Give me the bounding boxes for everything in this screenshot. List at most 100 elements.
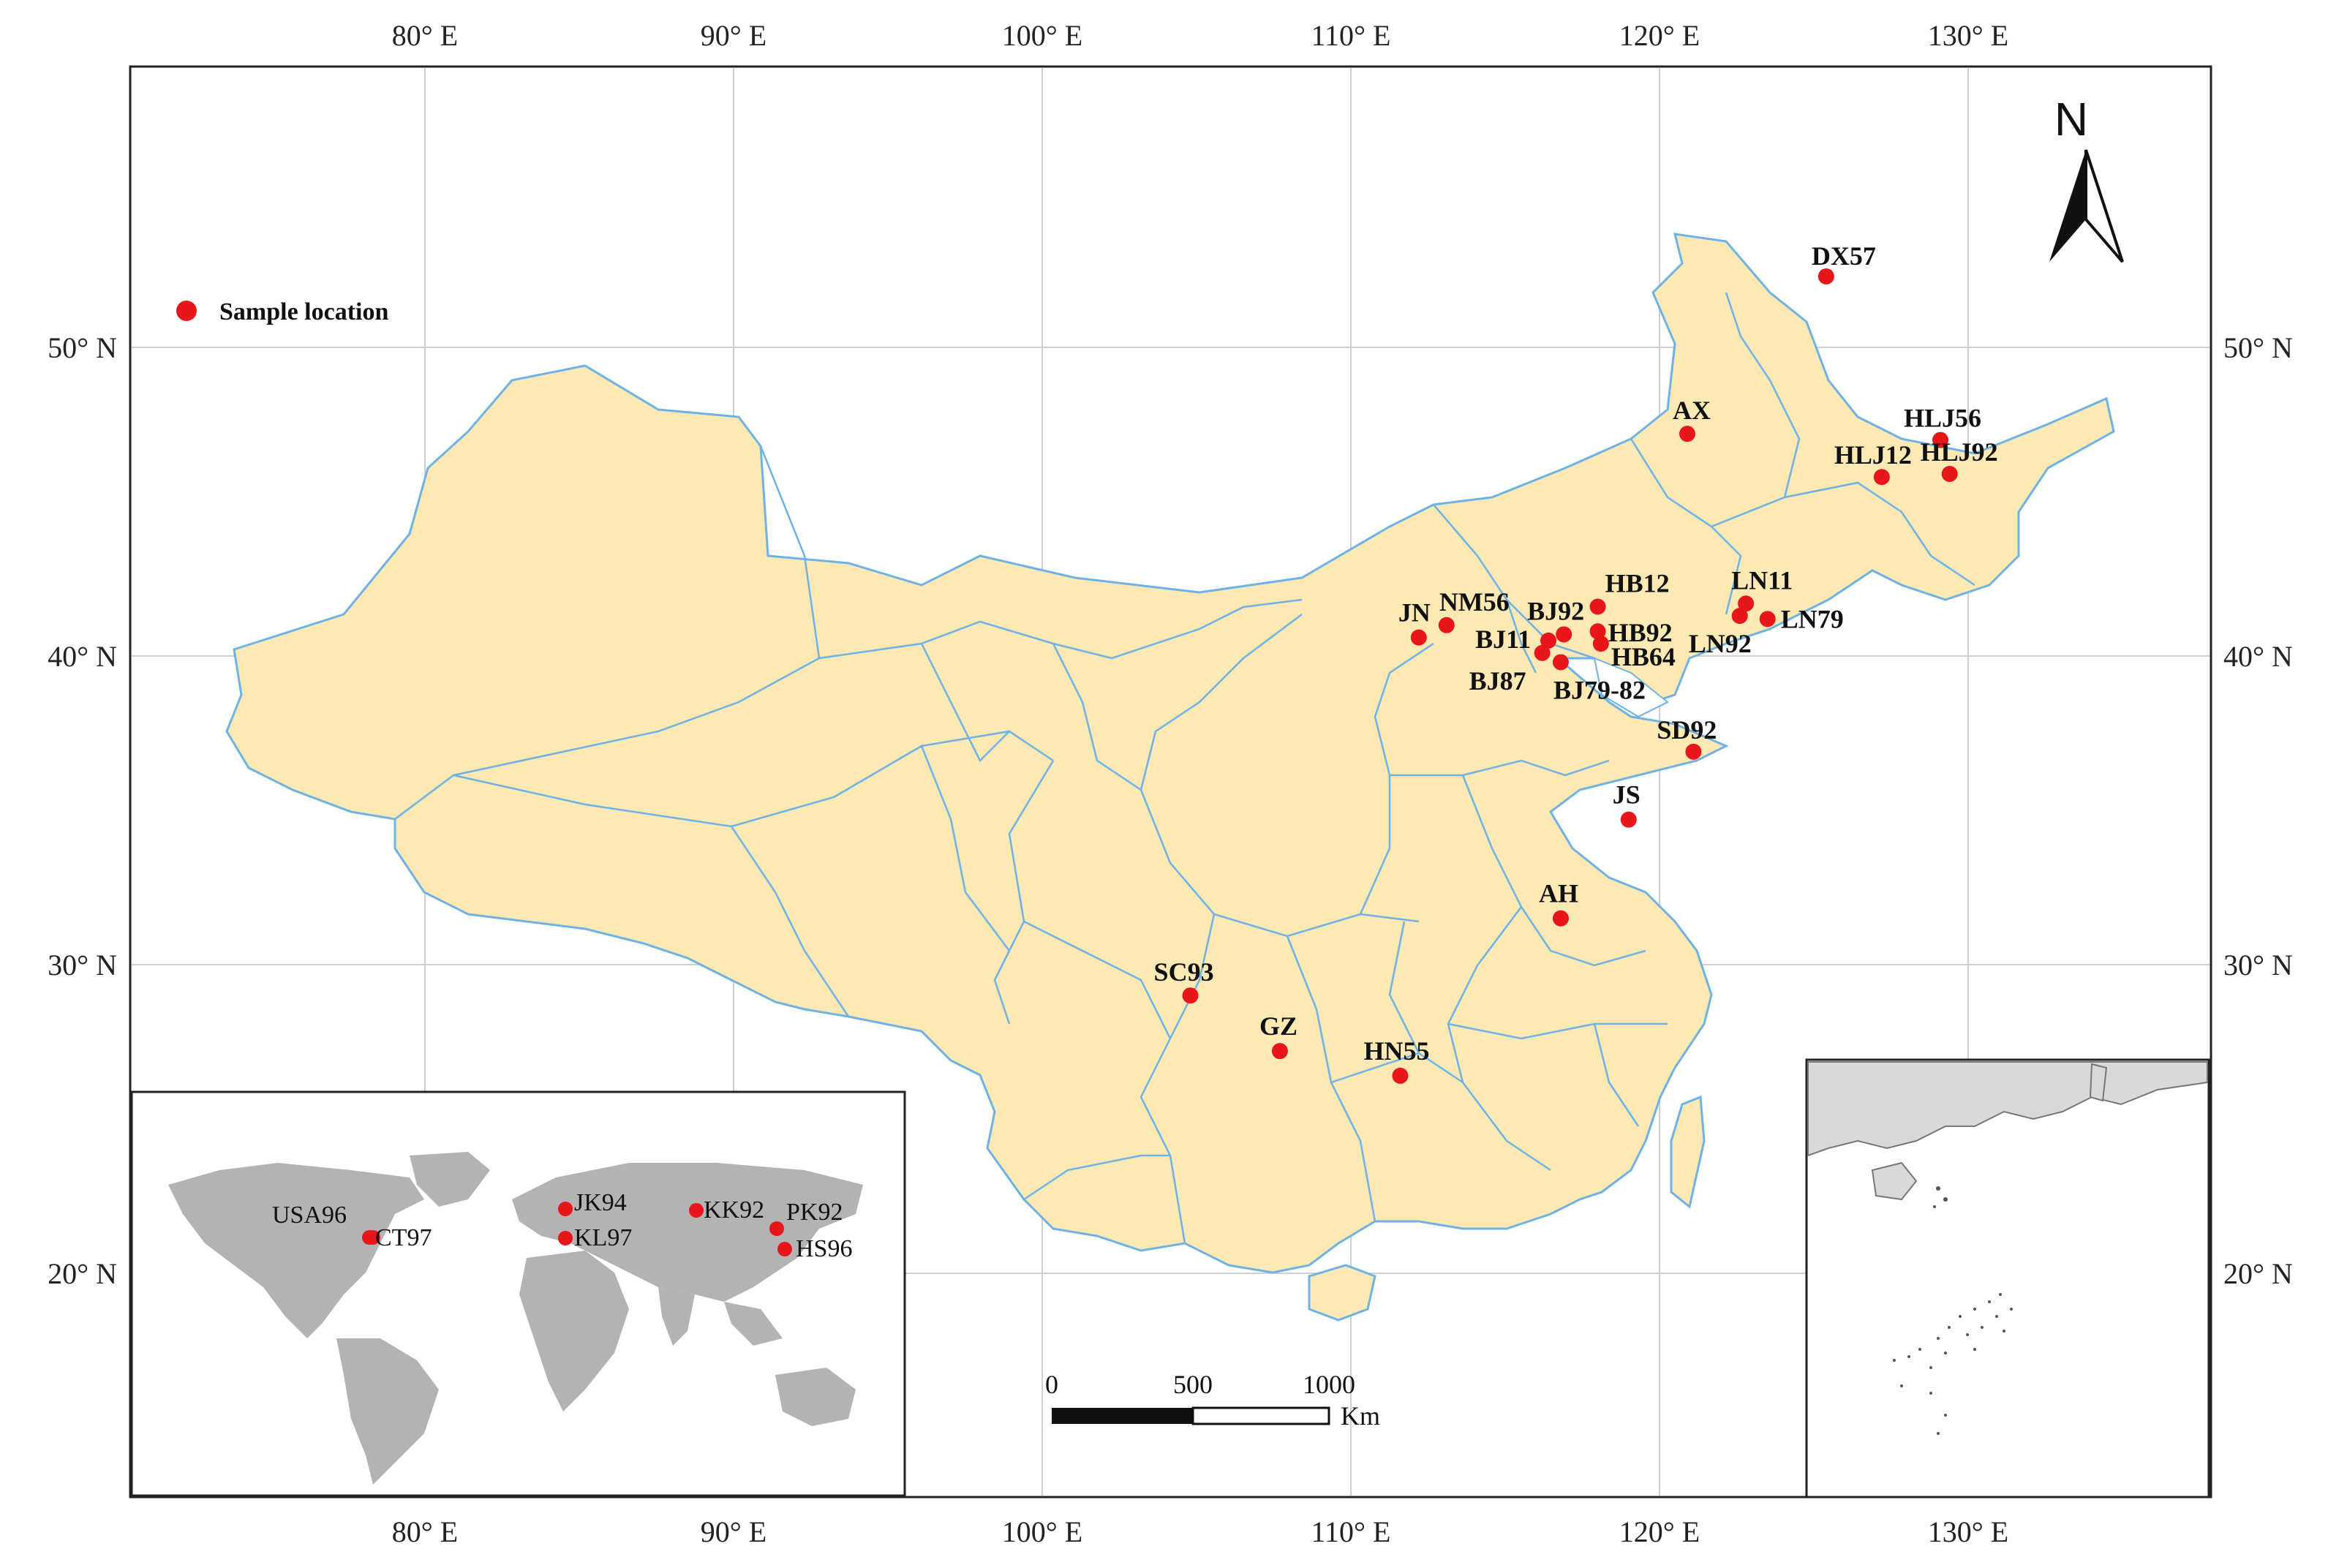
south-china-coast-shape xyxy=(1807,1061,2208,1157)
longitude-label-bottom: 120° E xyxy=(1619,1515,1700,1548)
sample-marker-js xyxy=(1620,811,1637,828)
china-sample-sites: DX57 AX HLJ56 HLJ12 HLJ92 HB12 LN11 LN79 LN92 NM5… xyxy=(1154,241,1998,1084)
sample-marker-gz xyxy=(1271,1043,1288,1060)
latitude-label-right: 20° N xyxy=(2223,1257,2293,1290)
world-inset: USA96 CT97 JK94 KL97 KK92 PK92 HS96 xyxy=(130,1090,906,1497)
latitude-label-left: 30° N xyxy=(48,949,117,981)
world-sample-sites: USA96 CT97 JK94 KL97 KK92 PK92 HS96 xyxy=(272,1189,852,1262)
south-china-sea-inset xyxy=(1805,1058,2210,1499)
latitude-label-right: 30° N xyxy=(2223,949,2293,981)
sample-marker-hb64 xyxy=(1592,636,1609,652)
north-arrow-left-half xyxy=(2049,150,2086,262)
sample-marker-hb92 xyxy=(1589,623,1606,640)
sample-label-sd92: SD92 xyxy=(1657,715,1717,745)
scale-tick-1000: 1000 xyxy=(1303,1370,1355,1399)
world-label-jk94: JK94 xyxy=(574,1189,627,1216)
sample-label-hb92: HB92 xyxy=(1608,618,1673,647)
scale-bar: 0 500 1000 Km xyxy=(1045,1370,1380,1431)
sample-marker-hn55 xyxy=(1392,1067,1409,1084)
longitude-label-top: 130° E xyxy=(1928,19,2008,52)
world-label-usa96: USA96 xyxy=(272,1202,347,1229)
sample-marker-jn xyxy=(1410,629,1427,646)
sample-marker-dx57 xyxy=(1817,268,1834,284)
world-marker-kk92 xyxy=(689,1203,704,1218)
latitude-label-right: 40° N xyxy=(2223,640,2293,673)
china-mainland-shape xyxy=(225,233,2115,1274)
australia-shape xyxy=(775,1368,856,1426)
sample-marker-bj79-82 xyxy=(1552,654,1569,671)
sample-marker-bj92 xyxy=(1556,626,1572,643)
hainan-island xyxy=(1308,1264,1376,1322)
taiwan-inset-shape xyxy=(2089,1063,2108,1102)
sample-marker-hb12 xyxy=(1589,598,1606,615)
legend-label: Sample location xyxy=(219,298,388,325)
scale-tick-500: 500 xyxy=(1173,1370,1213,1399)
longitude-labels-bottom: 80° E 90° E 100° E 110° E 120° E 130° E xyxy=(392,1515,2008,1548)
sample-marker-bj11 xyxy=(1540,632,1557,649)
southeast-asia-shape xyxy=(724,1302,783,1346)
eurasia-shape xyxy=(512,1163,863,1302)
latitude-label-left: 20° N xyxy=(48,1257,117,1290)
sample-label-hn55: HN55 xyxy=(1364,1036,1430,1066)
bohai-sea xyxy=(1593,657,1669,718)
sample-marker-nm56 xyxy=(1438,617,1455,633)
sample-label-js: JS xyxy=(1613,780,1640,810)
longitude-labels-top: 80° E 90° E 100° E 110° E 120° E 130° E xyxy=(392,19,2008,52)
legend: Sample location xyxy=(176,298,388,325)
north-label: N xyxy=(2054,93,2088,146)
sample-marker-ln79 xyxy=(1759,611,1776,627)
sample-label-ax: AX xyxy=(1673,396,1711,425)
sample-label-bj11: BJ11 xyxy=(1475,625,1531,654)
sample-label-hb64: HB64 xyxy=(1611,642,1676,671)
sample-label-bj79-82: BJ79-82 xyxy=(1553,675,1646,704)
sample-label-hb12: HB12 xyxy=(1605,568,1670,598)
longitude-label-top: 80° E xyxy=(392,19,458,52)
latitude-label-right: 50° N xyxy=(2223,331,2293,364)
sample-marker-ln11 xyxy=(1738,595,1755,612)
north-arrow-right-half xyxy=(2084,149,2124,263)
taiwan-island xyxy=(1670,1095,1706,1209)
sample-label-ln92: LN92 xyxy=(1689,629,1752,658)
south-america-shape xyxy=(336,1338,439,1485)
world-continents xyxy=(168,1152,863,1485)
sample-label-gz: GZ xyxy=(1259,1011,1297,1041)
scale-bar-black xyxy=(1052,1408,1193,1424)
world-marker-kl97 xyxy=(558,1231,573,1245)
africa-shape xyxy=(519,1251,629,1411)
sample-marker-hlj56 xyxy=(1932,431,1949,448)
sample-marker-ln92 xyxy=(1731,608,1748,625)
longitude-label-bottom: 130° E xyxy=(1928,1515,2008,1548)
sample-label-hlj92: HLJ92 xyxy=(1921,437,1998,467)
latitude-labels-right: 50° N 40° N 30° N 20° N xyxy=(2223,331,2293,1290)
world-marker-hs96 xyxy=(777,1242,792,1256)
world-marker-jk94 xyxy=(558,1202,573,1216)
longitude-label-bottom: 80° E xyxy=(392,1515,458,1548)
longitude-label-top: 110° E xyxy=(1311,19,1391,52)
sample-marker-hlj92 xyxy=(1941,466,1958,483)
sample-label-ln11: LN11 xyxy=(1731,565,1793,595)
sample-label-bj92: BJ92 xyxy=(1527,596,1584,625)
sample-label-dx57: DX57 xyxy=(1812,241,1876,271)
sample-label-ln79: LN79 xyxy=(1781,604,1844,633)
china-landmass xyxy=(225,233,2115,1322)
sample-marker-ah xyxy=(1552,910,1569,927)
world-inset-frame xyxy=(130,1090,906,1497)
longitude-label-top: 90° E xyxy=(701,19,766,52)
sample-label-hlj12: HLJ12 xyxy=(1834,440,1912,470)
sample-label-jn: JN xyxy=(1398,598,1431,627)
world-marker-pk92 xyxy=(769,1221,784,1236)
scale-unit: Km xyxy=(1341,1401,1380,1431)
sample-label-bj87: BJ87 xyxy=(1469,666,1526,696)
longitude-label-top: 120° E xyxy=(1619,19,1700,52)
north-arrow: N xyxy=(2049,93,2124,263)
latitude-label-left: 40° N xyxy=(48,640,117,673)
greenland-shape xyxy=(410,1152,490,1207)
world-label-kk92: KK92 xyxy=(704,1196,764,1224)
sample-label-ah: AH xyxy=(1539,879,1578,908)
sample-marker-sd92 xyxy=(1685,743,1702,760)
latitude-labels-left: 50° N 40° N 30° N 20° N xyxy=(48,331,117,1290)
province-boundaries xyxy=(394,292,1975,1244)
sample-marker-ax xyxy=(1679,426,1695,442)
sample-label-sc93: SC93 xyxy=(1154,957,1214,987)
